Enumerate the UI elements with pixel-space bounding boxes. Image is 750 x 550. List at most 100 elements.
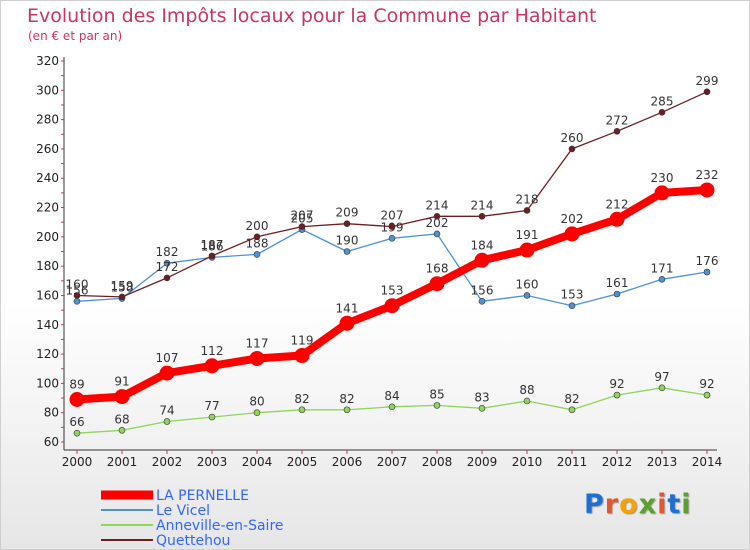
y-tick-label: 300 <box>36 83 59 97</box>
y-tick-label: 180 <box>36 259 59 273</box>
data-label-le-vicel: 176 <box>696 254 719 268</box>
y-tick-label: 100 <box>36 376 59 390</box>
data-point-quettehou <box>523 207 531 214</box>
data-label-le-vicel: 156 <box>471 283 494 297</box>
data-point-anneville-en-saire <box>478 404 486 412</box>
data-point-la-pernelle <box>699 182 715 198</box>
data-label-quettehou: 160 <box>66 277 89 291</box>
data-label-anneville-en-saire: 74 <box>159 403 174 417</box>
y-tick-label: 120 <box>36 347 59 361</box>
data-point-la-pernelle <box>429 276 445 292</box>
data-label-la-pernelle: 153 <box>381 284 404 298</box>
data-label-quettehou: 285 <box>651 94 674 108</box>
data-point-anneville-en-saire <box>253 409 261 416</box>
chart-subtitle: (en € et par an) <box>28 29 123 43</box>
data-label-quettehou: 260 <box>561 131 584 145</box>
data-label-anneville-en-saire: 97 <box>654 370 669 384</box>
data-point-la-pernelle <box>609 211 625 227</box>
y-tick-label: 140 <box>36 318 59 332</box>
data-label-quettehou: 172 <box>156 260 179 274</box>
chart-title: Evolution des Impôts locaux pour la Comm… <box>27 5 597 27</box>
data-label-la-pernelle: 107 <box>156 351 179 365</box>
data-point-quettehou <box>613 128 621 135</box>
data-label-la-pernelle: 184 <box>471 238 494 252</box>
data-label-quettehou: 159 <box>111 279 134 293</box>
x-tick-label: 2007 <box>377 455 408 469</box>
data-label-la-pernelle: 141 <box>336 301 359 315</box>
data-label-la-pernelle: 191 <box>516 228 539 242</box>
y-tick-label: 260 <box>36 142 59 156</box>
data-point-anneville-en-saire <box>118 426 126 434</box>
logo-letter: o <box>619 489 639 520</box>
data-point-quettehou <box>163 274 171 282</box>
data-label-anneville-en-saire: 82 <box>339 392 354 406</box>
data-point-anneville-en-saire <box>388 403 396 411</box>
y-tick-label: 240 <box>36 171 59 185</box>
x-tick-label: 2006 <box>332 455 363 469</box>
data-point-quettehou <box>73 292 81 299</box>
x-tick-label: 2000 <box>62 455 93 469</box>
x-tick-label: 2002 <box>152 455 183 469</box>
data-label-la-pernelle: 212 <box>606 197 629 211</box>
data-point-la-pernelle <box>249 350 265 366</box>
data-point-la-pernelle <box>384 298 400 314</box>
data-point-la-pernelle <box>654 185 670 201</box>
data-label-anneville-en-saire: 66 <box>69 415 84 429</box>
data-label-le-vicel: 161 <box>606 276 629 290</box>
data-point-le-vicel <box>343 248 351 255</box>
data-point-quettehou <box>253 233 261 241</box>
data-label-quettehou: 299 <box>696 74 719 88</box>
data-point-anneville-en-saire <box>163 418 171 425</box>
y-tick-label: 320 <box>36 54 59 68</box>
data-point-la-pernelle <box>474 252 490 268</box>
data-point-quettehou <box>118 293 126 301</box>
data-label-quettehou: 272 <box>606 113 629 127</box>
data-point-le-vicel <box>613 290 621 298</box>
data-label-anneville-en-saire: 92 <box>609 377 624 391</box>
data-label-le-vicel: 186 <box>201 239 224 253</box>
data-point-quettehou <box>343 220 351 227</box>
data-label-anneville-en-saire: 82 <box>294 392 309 406</box>
y-tick-label: 200 <box>36 230 59 244</box>
proxiti-logo: Proxiti <box>584 489 692 520</box>
data-point-le-vicel <box>388 235 396 242</box>
logo-letter: i <box>681 489 692 520</box>
data-label-la-pernelle: 232 <box>696 168 719 182</box>
x-tick-label: 2013 <box>647 455 678 469</box>
data-point-anneville-en-saire <box>703 391 711 399</box>
data-point-anneville-en-saire <box>658 384 666 392</box>
data-label-quettehou: 218 <box>516 192 539 206</box>
data-point-anneville-en-saire <box>208 413 216 421</box>
data-point-quettehou <box>388 223 396 230</box>
x-tick-label: 2005 <box>287 455 318 469</box>
data-point-le-vicel <box>523 292 531 299</box>
data-point-anneville-en-saire <box>568 406 576 414</box>
data-point-quettehou <box>298 223 306 230</box>
data-label-la-pernelle: 230 <box>651 171 674 185</box>
x-tick-label: 2003 <box>197 455 228 469</box>
data-label-le-vicel: 156 <box>66 283 89 297</box>
data-point-anneville-en-saire <box>298 406 306 414</box>
logo-letter: x <box>638 489 658 520</box>
data-point-anneville-en-saire <box>523 397 531 405</box>
data-point-le-vicel <box>658 276 666 283</box>
data-label-la-pernelle: 202 <box>561 212 584 226</box>
data-point-anneville-en-saire <box>613 391 621 399</box>
x-tick-label: 2010 <box>512 455 543 469</box>
data-label-quettehou: 207 <box>291 209 314 223</box>
data-label-quettehou: 200 <box>246 219 269 233</box>
data-point-anneville-en-saire <box>343 406 351 414</box>
data-point-le-vicel <box>433 230 441 238</box>
y-tick-label: 60 <box>44 435 59 449</box>
legend-label-la-pernelle: LA PERNELLE <box>156 488 249 504</box>
data-point-la-pernelle <box>339 315 355 331</box>
data-point-le-vicel <box>703 268 711 276</box>
data-label-le-vicel: 182 <box>156 245 179 259</box>
logo-letter: t <box>667 489 682 520</box>
data-point-anneville-en-saire <box>433 402 441 409</box>
data-label-anneville-en-saire: 82 <box>564 392 579 406</box>
data-label-anneville-en-saire: 84 <box>384 389 399 403</box>
data-point-la-pernelle <box>159 365 175 381</box>
data-point-le-vicel <box>568 302 576 310</box>
